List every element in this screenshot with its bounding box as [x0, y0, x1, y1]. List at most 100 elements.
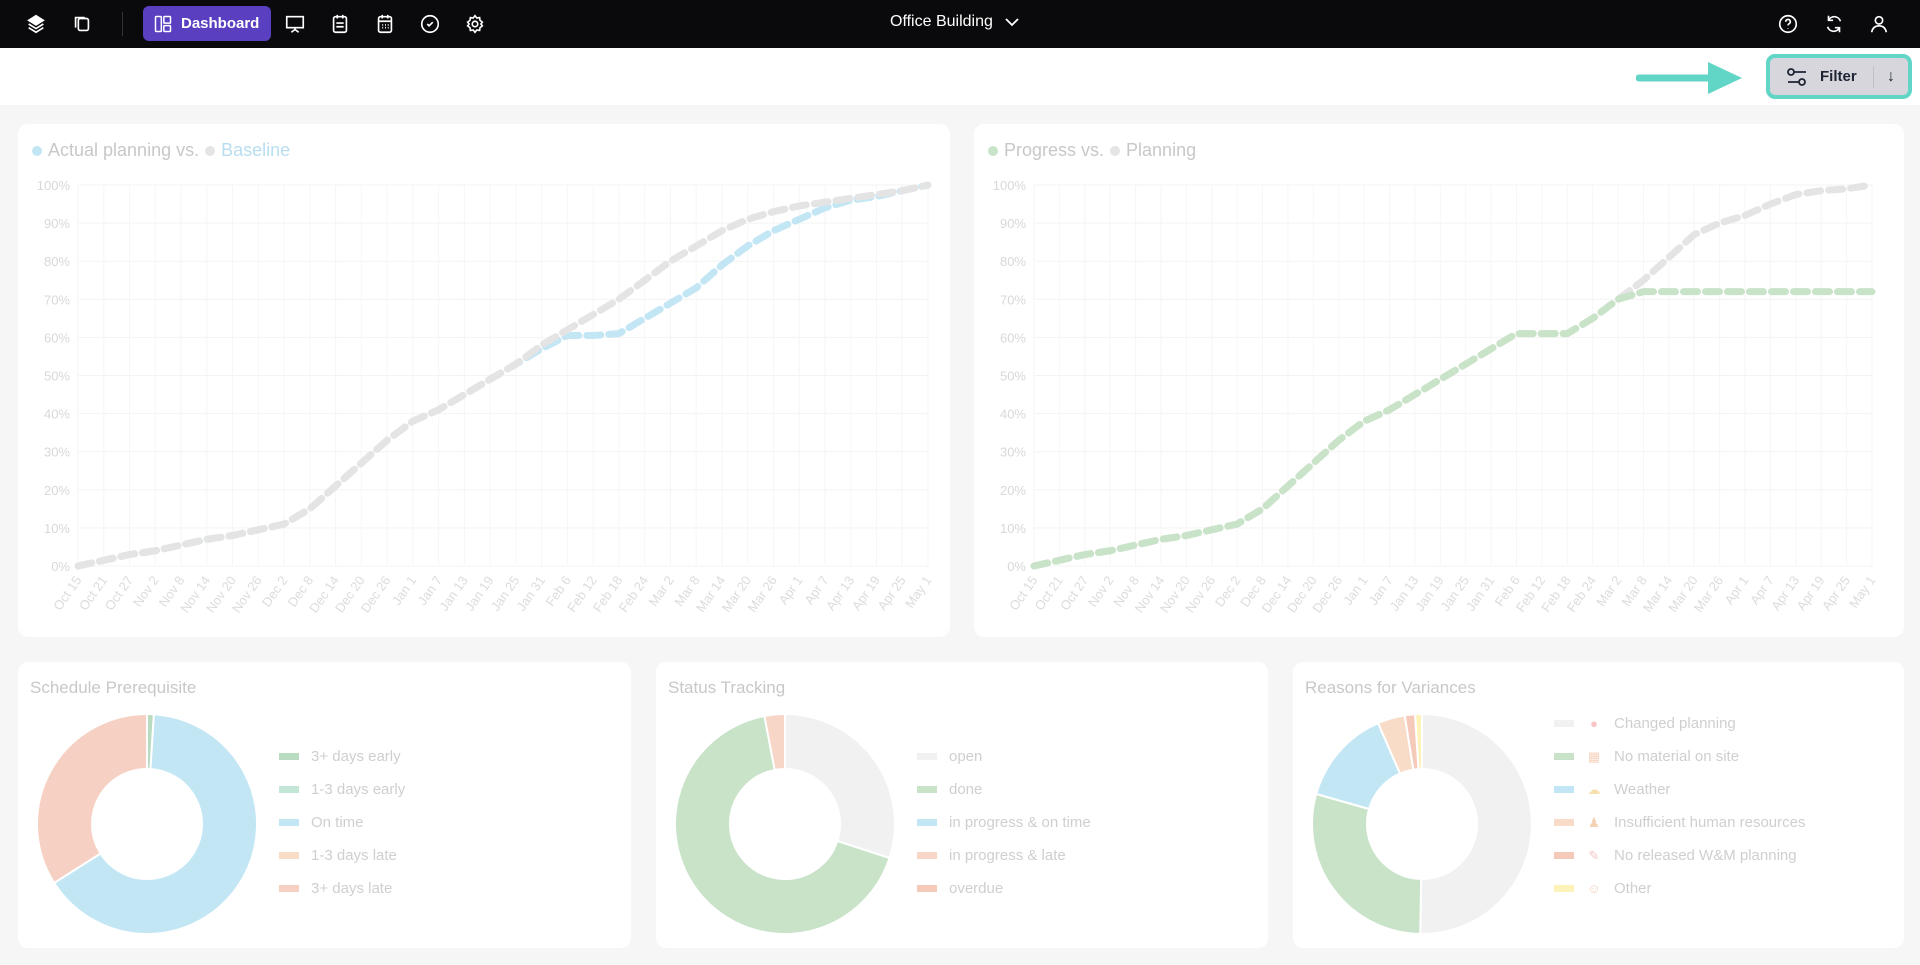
filter-bar	[0, 48, 1920, 105]
x-tick-label: Mar 2	[646, 573, 677, 609]
legend: 3+ days early 1-3 days early On time 1-3 da…	[279, 740, 405, 905]
gear-icon[interactable]	[463, 12, 487, 36]
legend-dot-planning[interactable]	[1110, 145, 1121, 156]
y-tick-label: 90%	[44, 216, 70, 231]
chevron-down-icon	[1005, 18, 1019, 27]
x-tick-label: Apr 1	[1721, 573, 1751, 607]
legend-item[interactable]: 1-3 days late	[279, 839, 405, 872]
y-tick-label: 20%	[1000, 483, 1026, 498]
legend-label: Weather	[1614, 781, 1671, 798]
x-tick-label: Dec 2	[1212, 573, 1244, 609]
legend-item[interactable]: in progress & late	[917, 839, 1091, 872]
y-tick-label: 40%	[1000, 407, 1026, 422]
schedule-prerequisite-card: Schedule Prerequisite 3+ days early 1-3 d…	[18, 662, 631, 948]
legend-label: 1-3 days late	[311, 847, 397, 864]
x-tick-label: Apr 25	[874, 573, 908, 613]
y-tick-label: 100%	[37, 178, 71, 193]
y-tick-label: 0%	[51, 559, 70, 574]
legend-swatch	[1554, 852, 1574, 859]
legend-item[interactable]: 3+ days early	[279, 740, 405, 773]
x-tick-label: Dec 2	[259, 573, 291, 609]
legend-label: Other	[1614, 880, 1652, 897]
y-tick-label: 60%	[1000, 330, 1026, 345]
project-name: Office Building	[890, 13, 993, 30]
legend-item[interactable]: ☺ Other	[1554, 872, 1806, 905]
legend-item[interactable]: ● Changed planning	[1554, 707, 1806, 740]
donut-chart	[1311, 712, 1534, 936]
legend-item[interactable]: 1-3 days early	[279, 773, 405, 806]
legend-item[interactable]: ♟ Insufficient human resources	[1554, 806, 1806, 839]
legend: open done in progress & on time in progress…	[917, 740, 1091, 905]
legend-label: in progress & on time	[949, 814, 1091, 831]
legend-swatch	[1554, 720, 1574, 727]
legend-dot-progress[interactable]	[988, 145, 998, 156]
legend-swatch	[279, 753, 299, 760]
donut-slice	[763, 712, 786, 772]
legend-label: 3+ days early	[311, 748, 401, 765]
presentation-icon[interactable]	[283, 12, 307, 36]
arrow-down-icon[interactable]: ↓	[1887, 67, 1895, 85]
x-tick-label: May 1	[902, 573, 935, 611]
x-tick-label: May 1	[1846, 573, 1879, 611]
x-tick-label: Jan 1	[389, 573, 420, 608]
calendar-list-icon[interactable]	[328, 12, 352, 36]
legend-label: 1-3 days early	[311, 781, 406, 798]
filter-button[interactable]: Filter ↓	[1766, 54, 1912, 99]
legend-item[interactable]: ▦ No material on site	[1554, 740, 1806, 773]
legend-swatch	[917, 786, 937, 793]
x-tick-label: Apr 1	[776, 573, 806, 607]
reasons-for-variances-card: Reasons for Variances ● Changed planning ▦…	[1293, 662, 1904, 948]
chart-title-part: Planning	[1126, 140, 1197, 160]
y-tick-label: 0%	[1007, 559, 1026, 574]
donut-slice	[1311, 792, 1423, 936]
red-circle-icon: ●	[1590, 716, 1598, 731]
legend-item[interactable]: 3+ days late	[279, 872, 405, 905]
legend-swatch	[1554, 786, 1574, 793]
card-title: Reasons for Variances	[1305, 678, 1476, 697]
legend-label: 3+ days late	[311, 880, 393, 897]
donut-slice	[1413, 712, 1423, 771]
legend-label: overdue	[949, 880, 1004, 897]
legend-label: No material on site	[1614, 748, 1740, 765]
check-circle-icon[interactable]	[418, 12, 442, 36]
legend-item[interactable]: in progress & on time	[917, 806, 1091, 839]
legend-label: Insufficient human resources	[1614, 814, 1806, 831]
legend-label: Changed planning	[1614, 715, 1736, 732]
y-tick-label: 30%	[44, 445, 70, 460]
legend-item[interactable]: On time	[279, 806, 405, 839]
y-tick-label: 90%	[1000, 216, 1026, 231]
help-icon[interactable]	[1776, 12, 1800, 36]
dashboard-tab[interactable]: Dashboard	[143, 6, 271, 41]
actual-vs-baseline-card: Actual planning vs. Baseline 0% 10% 20% 30% 4…	[18, 124, 950, 637]
legend-item[interactable]: open	[917, 740, 1091, 773]
user-icon[interactable]	[1867, 12, 1891, 36]
legend-swatch	[917, 885, 937, 892]
donut-slice	[1419, 712, 1534, 935]
calendar-icon[interactable]	[373, 12, 397, 36]
chart-title-part: Actual planning vs.	[48, 140, 200, 160]
x-tick-label: Jan 1	[1340, 573, 1371, 608]
legend-item[interactable]: overdue	[917, 872, 1091, 905]
donut-chart	[36, 712, 258, 935]
copy-icon[interactable]	[70, 12, 94, 36]
card-title: Schedule Prerequisite	[30, 678, 197, 697]
x-tick-label: Nov 2	[130, 573, 162, 609]
divider	[122, 12, 123, 36]
progress-vs-planning-card: Progress vs. Planning 0% 10% 20% 30% 40% 50% 60…	[974, 124, 1904, 637]
legend-item[interactable]: done	[917, 773, 1091, 806]
refresh-icon[interactable]	[1822, 12, 1846, 36]
y-tick-label: 10%	[44, 521, 70, 536]
y-tick-label: 80%	[44, 254, 70, 269]
legend-swatch	[1554, 819, 1574, 826]
status-tracking-card: Status Tracking open done in progress & on…	[656, 662, 1268, 948]
donut-slice	[784, 712, 896, 860]
legend-item[interactable]: ✎ No released W&M planning	[1554, 839, 1806, 872]
legend-item[interactable]: ☁ Weather	[1554, 773, 1806, 806]
donut-chart	[674, 712, 896, 935]
legend-dot-baseline[interactable]	[205, 145, 216, 156]
legend-dot-actual[interactable]	[32, 145, 42, 156]
y-tick-label: 40%	[44, 407, 70, 422]
project-selector[interactable]: Office Building	[890, 13, 1019, 31]
legend-label: in progress & late	[949, 847, 1066, 864]
layers-icon[interactable]	[24, 12, 48, 36]
